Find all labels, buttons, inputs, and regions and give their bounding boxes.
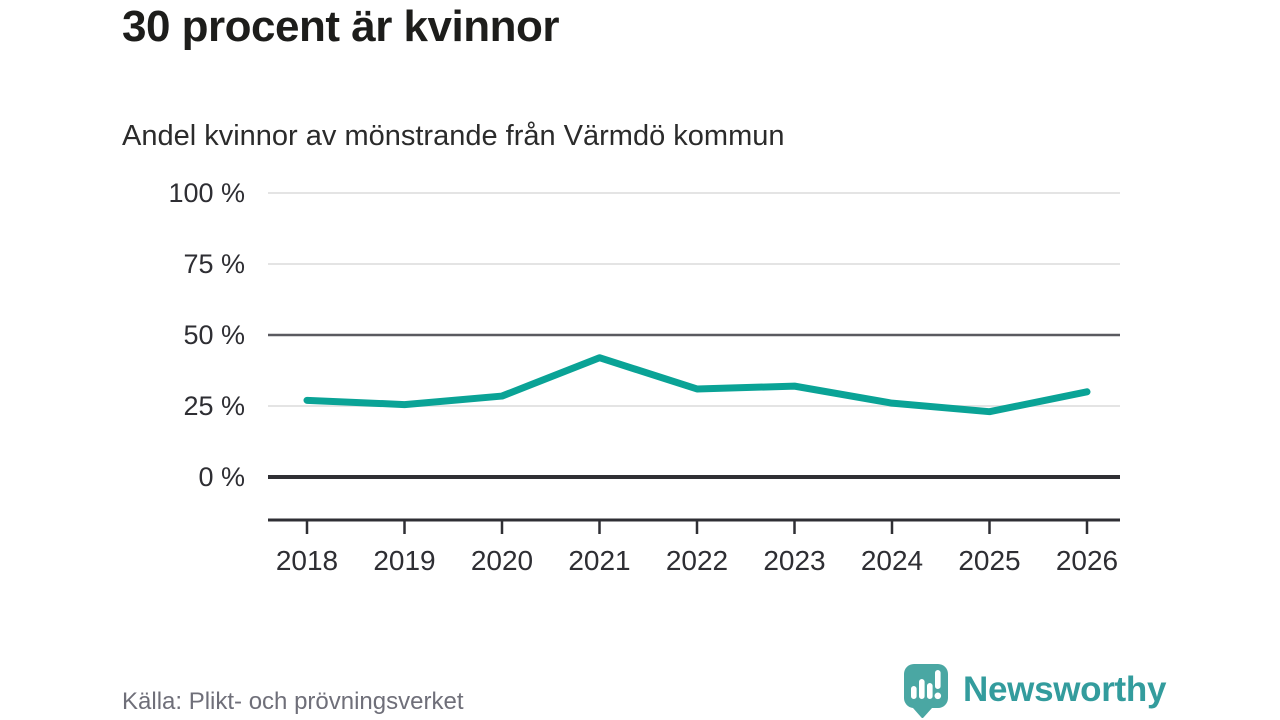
x-tick-label: 2024	[861, 545, 923, 576]
newsworthy-logo-text: Newsworthy	[963, 670, 1167, 709]
x-tick-label: 2020	[471, 545, 533, 576]
x-tick-label: 2019	[373, 545, 435, 576]
x-tick-label: 2021	[568, 545, 630, 576]
y-tick-label: 50 %	[183, 320, 245, 350]
chart-title: 30 procent är kvinnor	[122, 2, 559, 51]
y-tick-label: 100 %	[168, 178, 245, 208]
source-note: Källa: Plikt- och prövningsverket	[122, 688, 464, 715]
newsworthy-logo-icon	[903, 664, 948, 718]
newsworthy-logo: Newsworthy	[901, 662, 1166, 718]
x-tick-label: 2018	[276, 545, 338, 576]
y-tick-label: 25 %	[183, 391, 245, 421]
x-tick-label: 2026	[1056, 545, 1118, 576]
x-tick-label: 2023	[763, 545, 825, 576]
x-tick-label: 2022	[666, 545, 728, 576]
series-line	[303, 354, 1091, 416]
line-chart: 0 % 25 % 50 % 75 % 100 % 2018 2019 2020 2021 2022…	[168, 178, 1120, 576]
chart-subtitle: Andel kvinnor av mönstrande från Värmdö …	[122, 120, 785, 152]
y-tick-label: 75 %	[183, 249, 245, 279]
y-tick-label: 0 %	[198, 462, 245, 492]
x-tick-label: 2025	[958, 545, 1020, 576]
